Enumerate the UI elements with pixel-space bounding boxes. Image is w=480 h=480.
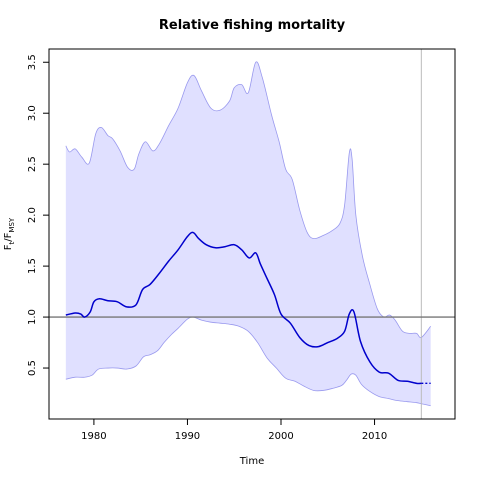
y-tick-label: 2.5 bbox=[27, 156, 38, 172]
x-tick-label: 2000 bbox=[268, 431, 293, 442]
chart-title: Relative fishing mortality bbox=[159, 18, 346, 33]
band-lower-line bbox=[65, 316, 431, 407]
y-label-sep: /F bbox=[3, 232, 14, 241]
x-tick-label: 1990 bbox=[175, 431, 200, 442]
y-tick-label: 0.5 bbox=[27, 360, 38, 376]
y-tick-label: 1.0 bbox=[27, 309, 38, 325]
y-tick-label: 3.5 bbox=[27, 54, 38, 70]
x-tick-label: 2010 bbox=[362, 431, 387, 442]
y-axis-label: Ft/FMSY bbox=[3, 217, 16, 250]
band-upper-line bbox=[65, 61, 431, 339]
uncertainty-band bbox=[65, 61, 431, 406]
y-tick-label: 2.0 bbox=[27, 207, 38, 223]
y-label-main: F bbox=[3, 244, 14, 250]
y-label-sep-sub: MSY bbox=[8, 217, 16, 232]
x-tick-label: 1980 bbox=[81, 431, 106, 442]
plot-area: 1980 1990 2000 2010 0.5 1.0 1.5 2.0 2.5 3.0 3.5 bbox=[27, 48, 456, 442]
plot-frame bbox=[48, 48, 456, 420]
x-axis-label: Time bbox=[239, 456, 264, 467]
y-tick-label: 3.0 bbox=[27, 105, 38, 121]
median-line bbox=[65, 231, 422, 385]
y-tick-label: 1.5 bbox=[27, 258, 38, 274]
y-label-main-sub: t bbox=[8, 241, 16, 244]
